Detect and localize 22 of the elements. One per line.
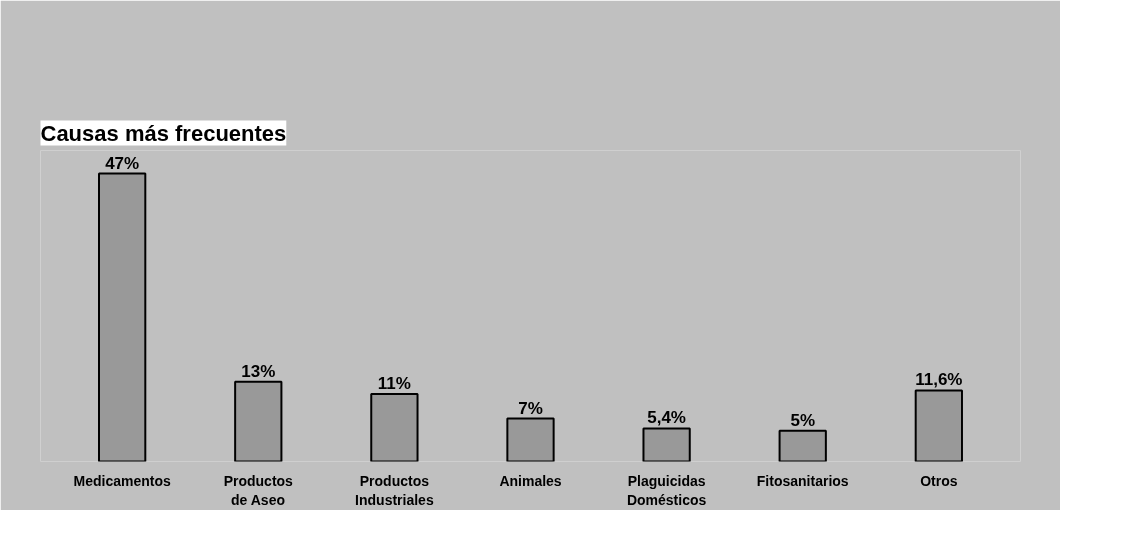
bar [642, 427, 691, 462]
data-label: 11,6% [915, 370, 963, 390]
x-tick-label: Medicamentos [73, 472, 171, 489]
x-tick-label: Fitosanitarios [756, 472, 849, 489]
x-tick-label: Plaguicidas Domésticos [626, 472, 707, 508]
bar [506, 417, 555, 462]
x-tick-label: Otros [920, 472, 958, 489]
data-label: 7% [518, 398, 543, 418]
data-label: 11% [377, 374, 411, 394]
bar [370, 393, 419, 462]
chart-title: Causas más frecuentes [40, 120, 287, 146]
data-label: 13% [241, 361, 276, 381]
x-tick-label: Productos de Aseo [223, 472, 294, 508]
bar [914, 389, 963, 462]
data-label: 5,4% [647, 408, 686, 428]
bar [234, 380, 283, 462]
bar [98, 172, 147, 462]
data-label: 47% [105, 153, 140, 173]
data-label: 5% [790, 410, 816, 430]
x-tick-label: Animales [499, 472, 562, 489]
x-tick-label: Productos Industriales [355, 472, 434, 508]
bar [778, 429, 827, 462]
